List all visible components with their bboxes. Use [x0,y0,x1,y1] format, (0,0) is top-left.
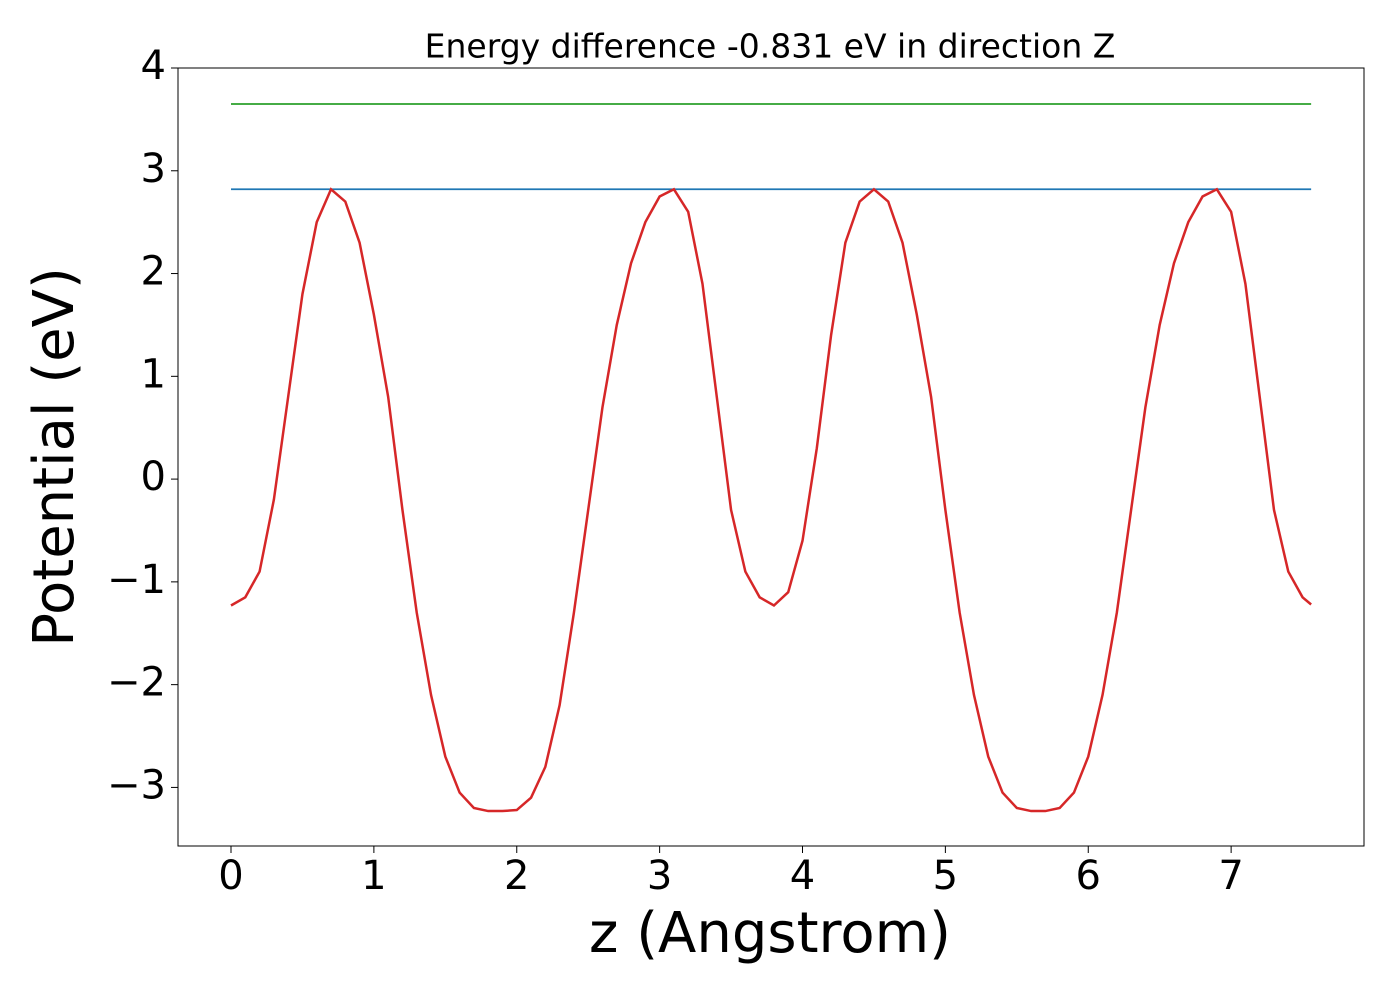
y-tick-label: −2 [107,660,166,706]
y-axis-label: Potential (eV) [22,267,87,647]
chart-title: Energy difference -0.831 eV in direction… [425,27,1116,66]
y-tick-label: −1 [107,557,166,603]
data-line [230,187,1312,813]
x-tick-label: 2 [504,853,529,899]
x-tick-label: 7 [1218,853,1243,899]
y-tick-label: 2 [141,249,166,295]
y-tick-label: 4 [141,43,166,89]
x-axis-label: z (Angstrom) [589,901,951,966]
x-tick-label: 5 [933,853,958,899]
x-tick-label: 3 [647,853,672,899]
y-tick-label: 0 [141,454,166,500]
x-tick-label: 0 [218,853,243,899]
y-tick-label: −3 [107,762,166,808]
plot-frame [177,67,1365,847]
y-tick-label: 3 [141,146,166,192]
y-tick-label: 1 [141,351,166,397]
x-tick-label: 1 [361,853,386,899]
x-tick-label: 4 [790,853,815,899]
x-tick-label: 6 [1076,853,1101,899]
